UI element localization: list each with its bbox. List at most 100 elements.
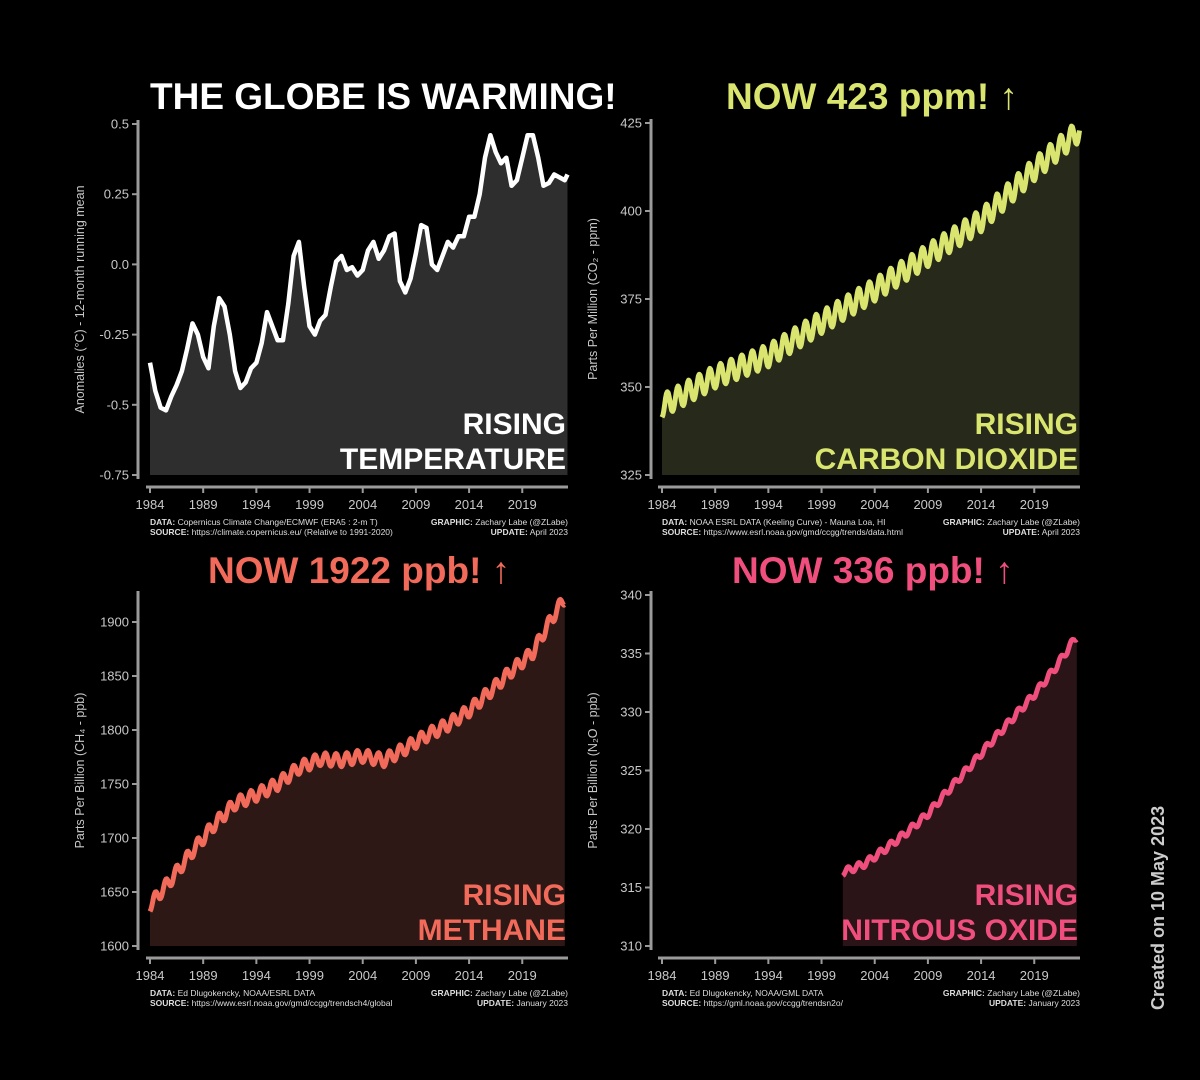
series-area <box>662 126 1080 475</box>
x-tick-label: 2019 <box>1020 968 1049 983</box>
series-label: CARBON DIOXIDE <box>815 443 1078 476</box>
x-tick-label: 1994 <box>754 497 783 512</box>
headline-n2o: NOW 336 ppb! ↑ <box>732 550 1014 591</box>
credit-update-line: UPDATE: April 2023 <box>1002 527 1080 537</box>
x-tick-label: 1989 <box>189 968 218 983</box>
y-tick-label: 1700 <box>100 831 129 846</box>
x-tick-label: 1989 <box>701 497 730 512</box>
y-tick-label: 320 <box>620 822 642 837</box>
x-tick-label: 1999 <box>295 497 324 512</box>
x-tick-label: 2009 <box>913 968 942 983</box>
credit-data-line: DATA: Ed Dlugokencky, NOAA/GML DATA <box>662 988 824 998</box>
headline-co2: NOW 423 ppm! ↑ <box>726 76 1018 117</box>
y-tick-label: 330 <box>620 705 642 720</box>
x-tick-label: 1984 <box>136 968 165 983</box>
series-label: RISING <box>463 408 566 441</box>
x-tick-label: 2014 <box>455 968 484 983</box>
y-tick-label: 340 <box>620 588 642 603</box>
y-tick-label: 325 <box>620 763 642 778</box>
x-tick-label: 2014 <box>455 497 484 512</box>
credit-graphic-line: GRAPHIC: Zachary Labe (@ZLabe) <box>942 988 1080 998</box>
y-tick-label: 400 <box>620 204 642 219</box>
y-tick-label: 335 <box>620 646 642 661</box>
headline-temperature: THE GLOBE IS WARMING! <box>150 76 617 117</box>
credit-graphic-line: GRAPHIC: Zachary Labe (@ZLabe) <box>430 517 568 527</box>
y-tick-label: 1750 <box>100 777 129 792</box>
credit-graphic-line: GRAPHIC: Zachary Labe (@ZLabe) <box>942 517 1080 527</box>
x-tick-label: 2004 <box>860 497 889 512</box>
x-tick-label: 1999 <box>295 968 324 983</box>
chart-co2: 325 350 375 400 425 1984 1989 1994 1999 2004 2009 2… <box>586 116 1082 512</box>
y-axis-label: Parts Per Billion (CH₄ - ppb) <box>73 693 87 849</box>
y-tick-label: 315 <box>620 880 642 895</box>
x-tick-label: 1994 <box>754 968 783 983</box>
series-line <box>841 637 1079 878</box>
x-tick-label: 2019 <box>1020 497 1049 512</box>
credit-methane: DATA: Ed Dlugokencky, NOAA/ESRL DATA GRA… <box>150 988 568 1008</box>
y-tick-label: -0.25 <box>99 327 129 342</box>
y-tick-label: 0.25 <box>104 187 129 202</box>
credit-n2o: DATA: Ed Dlugokencky, NOAA/GML DATA GRAP… <box>662 988 1080 1008</box>
x-tick-label: 2019 <box>508 497 537 512</box>
series-label: RISING <box>975 879 1078 912</box>
x-tick-label: 2014 <box>967 497 996 512</box>
y-tick-label: -0.5 <box>107 397 129 412</box>
series-area <box>150 135 568 475</box>
credit-temperature: DATA: Copernicus Climate Change/ECMWF (E… <box>150 517 568 537</box>
series-label: NITROUS OXIDE <box>841 914 1078 947</box>
y-tick-label: 1650 <box>100 885 129 900</box>
x-tick-label: 2019 <box>508 968 537 983</box>
series-area <box>842 639 1077 946</box>
credit-data-line: DATA: NOAA ESRL DATA (Keeling Curve) - M… <box>662 517 886 527</box>
credit-update-line: UPDATE: April 2023 <box>490 527 568 537</box>
x-tick-label: 1999 <box>807 968 836 983</box>
y-axis-label: Anomalies (°C) - 12-month running mean <box>73 185 87 413</box>
chart-n2o: 310 315 320 325 330 335 340 1984 1989 1994 1999 200… <box>586 588 1080 983</box>
x-tick-label: 1989 <box>701 968 730 983</box>
series-area <box>150 599 565 946</box>
y-tick-label: 310 <box>620 939 642 954</box>
headline-methane: NOW 1922 ppb! ↑ <box>208 550 511 591</box>
credit-source-line: SOURCE: https://www.esrl.noaa.gov/gmd/cc… <box>662 527 903 537</box>
x-tick-label: 1984 <box>648 497 677 512</box>
x-tick-label: 1984 <box>648 968 677 983</box>
y-axis-label: Parts Per Million (CO₂ - ppm) <box>586 218 600 380</box>
y-tick-label: 325 <box>620 468 642 483</box>
series-line <box>147 132 570 413</box>
series-label: RISING <box>463 879 566 912</box>
y-tick-label: 1800 <box>100 723 129 738</box>
x-tick-label: 2009 <box>401 968 430 983</box>
credit-source-line: SOURCE: https://climate.copernicus.eu/ (… <box>150 527 393 537</box>
x-tick-label: 2014 <box>967 968 996 983</box>
chart-methane: 1600 1650 1700 1750 1800 1850 1900 1984 1989 1994… <box>73 591 568 983</box>
x-tick-label: 2009 <box>401 497 430 512</box>
y-axis-label: Parts Per Billion (N₂O - ppb) <box>586 692 600 848</box>
series-label: METHANE <box>418 914 566 947</box>
credit-data-line: DATA: Ed Dlugokencky, NOAA/ESRL DATA <box>150 988 316 998</box>
created-note: Created on 10 May 2023 <box>1148 805 1168 1010</box>
x-tick-label: 2004 <box>348 968 377 983</box>
x-tick-label: 2004 <box>860 968 889 983</box>
credit-source-line: SOURCE: https://gml.noaa.gov/ccgg/trends… <box>662 998 843 1008</box>
chart-temperature: -0.75 -0.5 -0.25 0.0 0.25 0.5 1984 1989 1994 1999… <box>73 117 570 512</box>
x-tick-label: 1994 <box>242 968 271 983</box>
y-tick-label: 1600 <box>100 939 129 954</box>
credit-co2: DATA: NOAA ESRL DATA (Keeling Curve) - M… <box>662 517 1080 537</box>
y-tick-label: 0.5 <box>111 117 129 132</box>
y-tick-label: 0.0 <box>111 257 129 272</box>
credit-graphic-line: GRAPHIC: Zachary Labe (@ZLabe) <box>430 988 568 998</box>
credit-source-line: SOURCE: https://www.esrl.noaa.gov/gmd/cc… <box>150 998 393 1008</box>
credit-data-line: DATA: Copernicus Climate Change/ECMWF (E… <box>150 517 378 527</box>
x-tick-label: 2004 <box>348 497 377 512</box>
y-tick-label: 350 <box>620 380 642 395</box>
credit-update-line: UPDATE: January 2023 <box>476 998 568 1008</box>
series-line <box>147 596 567 913</box>
x-tick-label: 1999 <box>807 497 836 512</box>
y-tick-label: 1850 <box>100 669 129 684</box>
y-tick-label: -0.75 <box>99 468 129 483</box>
y-tick-label: 1900 <box>100 615 129 630</box>
series-label: TEMPERATURE <box>340 443 566 476</box>
series-line <box>659 123 1082 419</box>
x-tick-label: 1994 <box>242 497 271 512</box>
y-tick-label: 375 <box>620 292 642 307</box>
